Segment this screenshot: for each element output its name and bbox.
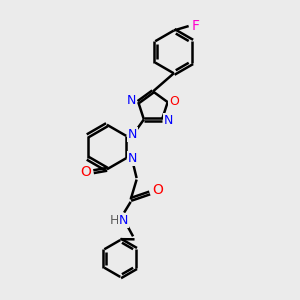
Text: F: F [191, 19, 200, 33]
Text: N: N [128, 128, 137, 141]
Text: H: H [110, 214, 119, 227]
Text: N: N [128, 152, 137, 165]
Text: N: N [119, 214, 128, 227]
Text: N: N [127, 94, 136, 107]
Text: O: O [169, 95, 179, 108]
Text: O: O [152, 183, 163, 197]
Text: O: O [80, 165, 91, 179]
Text: N: N [164, 114, 173, 128]
